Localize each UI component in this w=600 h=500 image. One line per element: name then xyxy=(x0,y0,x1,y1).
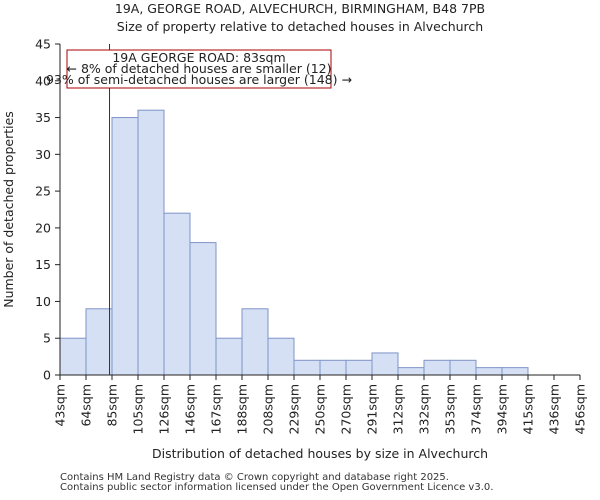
y-tick-label: 40 xyxy=(35,73,51,88)
y-tick-label: 0 xyxy=(43,368,51,383)
x-axis: 43sqm 64sqm 85sqm 105sqm 126sqm 146sqm 167sqm 1… xyxy=(53,375,588,434)
bar-43sqm xyxy=(59,337,87,376)
x-tick-label: 85sqm xyxy=(105,384,120,427)
x-tick-label: 436sqm xyxy=(547,384,562,434)
x-tick-label: 64sqm xyxy=(79,384,94,427)
y-tick-label: 20 xyxy=(35,220,51,235)
x-tick-label: 415sqm xyxy=(521,384,536,434)
bar-312sqm xyxy=(397,367,425,376)
bar-188sqm xyxy=(241,308,269,376)
annotation-line-3: 93% of semi-detached houses are larger (… xyxy=(46,72,352,87)
x-tick-label: 208sqm xyxy=(261,384,276,434)
x-tick-label: 456sqm xyxy=(573,384,588,434)
x-tick-label: 353sqm xyxy=(443,384,458,434)
bar-126sqm xyxy=(163,212,191,376)
y-tick-label: 45 xyxy=(35,37,51,52)
bar-332sqm xyxy=(423,359,451,376)
x-tick-label: 374sqm xyxy=(469,384,484,434)
bar-270sqm xyxy=(345,359,373,376)
y-tick-label: 5 xyxy=(43,331,51,346)
y-tick-label: 35 xyxy=(35,110,51,125)
bar-64sqm xyxy=(85,308,113,376)
x-tick-label: 332sqm xyxy=(417,384,432,434)
x-tick-label: 167sqm xyxy=(209,384,224,434)
annotation-box xyxy=(66,49,332,89)
y-axis-label: Number of detached properties xyxy=(1,111,16,308)
x-tick-label: 312sqm xyxy=(391,384,406,434)
x-tick-label: 126sqm xyxy=(157,384,172,434)
bar-250sqm xyxy=(319,359,347,376)
annotation-line-1: 19A GEORGE ROAD: 83sqm xyxy=(112,50,285,65)
x-tick-label: 43sqm xyxy=(53,384,68,427)
annotation-line-2: ← 8% of detached houses are smaller (12) xyxy=(67,61,332,76)
footer-copyright: Contains HM Land Registry data © Crown c… xyxy=(60,472,449,483)
bar-208sqm xyxy=(267,337,295,376)
bar-291sqm xyxy=(371,352,399,376)
bars-group xyxy=(59,109,529,376)
x-tick-label: 394sqm xyxy=(495,384,510,434)
y-tick-label: 25 xyxy=(35,184,51,199)
x-tick-label: 188sqm xyxy=(235,384,250,434)
chart-title-address: 19A, GEORGE ROAD, ALVECHURCH, BIRMINGHAM… xyxy=(114,1,486,16)
x-tick-label: 270sqm xyxy=(339,384,354,434)
x-tick-label: 250sqm xyxy=(313,384,328,434)
bar-85sqm xyxy=(111,117,139,376)
chart-title: Size of property relative to detached ho… xyxy=(116,19,484,34)
y-tick-label: 30 xyxy=(35,147,51,162)
bar-394sqm xyxy=(501,367,529,376)
y-tick-label: 15 xyxy=(35,257,51,272)
bar-229sqm xyxy=(293,359,321,376)
footer-licence: Contains public sector information licen… xyxy=(60,482,494,493)
bar-105sqm xyxy=(137,109,165,376)
y-axis: 0 5 10 15 20 25 30 35 40 45 xyxy=(35,37,60,383)
x-tick-label: 105sqm xyxy=(131,384,146,434)
bar-353sqm xyxy=(449,359,477,376)
x-axis-label: Distribution of detached houses by size … xyxy=(152,446,488,461)
bar-146sqm xyxy=(189,242,217,376)
x-tick-label: 146sqm xyxy=(183,384,198,434)
bar-374sqm xyxy=(475,367,503,376)
y-tick-label: 10 xyxy=(35,294,51,309)
x-tick-label: 291sqm xyxy=(365,384,380,434)
x-tick-label: 229sqm xyxy=(287,384,302,434)
bar-167sqm xyxy=(215,337,243,376)
